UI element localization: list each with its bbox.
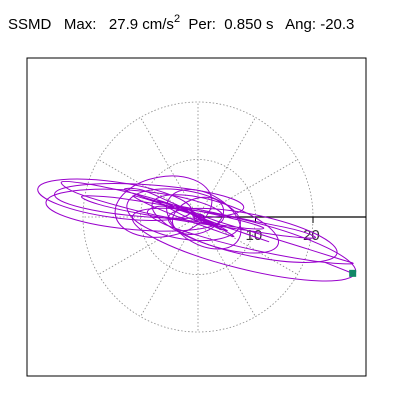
- angle-label: Ang:: [285, 16, 317, 33]
- orbit-trace: [37, 175, 357, 282]
- chart-header: SSMD Max: 27.9 cm/s2 Per: 0.850 s Ang: -…: [8, 13, 355, 35]
- orbit-path: [60, 180, 354, 265]
- polar-grid-spoke: [140, 117, 199, 218]
- max-unit: cm/s: [142, 16, 174, 33]
- orbit-loop: [171, 196, 225, 235]
- polar-grid-spoke: [197, 159, 298, 218]
- radial-tick-label-10: 10: [246, 227, 263, 244]
- angle-value: -20.3: [320, 16, 355, 33]
- radial-tick-label-20: 20: [303, 227, 320, 244]
- orbit-loop: [53, 183, 245, 219]
- end-marker: [349, 269, 357, 277]
- polar-grid-spoke: [197, 216, 256, 317]
- polar-grid-spoke: [140, 216, 199, 317]
- polar-grid-spoke: [197, 117, 256, 218]
- polar-grid-spoke: [98, 216, 199, 275]
- max-value: 27.9: [108, 16, 139, 33]
- orbit-tail: [324, 261, 353, 274]
- max-unit-exponent: 2: [173, 13, 181, 25]
- period-label: Per:: [188, 16, 216, 33]
- station-code: SSMD: [8, 16, 52, 33]
- max-label: Max:: [63, 16, 97, 33]
- polar-grid-spoke: [197, 216, 298, 275]
- orbit-loop: [166, 189, 242, 250]
- orbit-loop: [45, 188, 225, 232]
- period-value: 0.850 s: [224, 16, 274, 33]
